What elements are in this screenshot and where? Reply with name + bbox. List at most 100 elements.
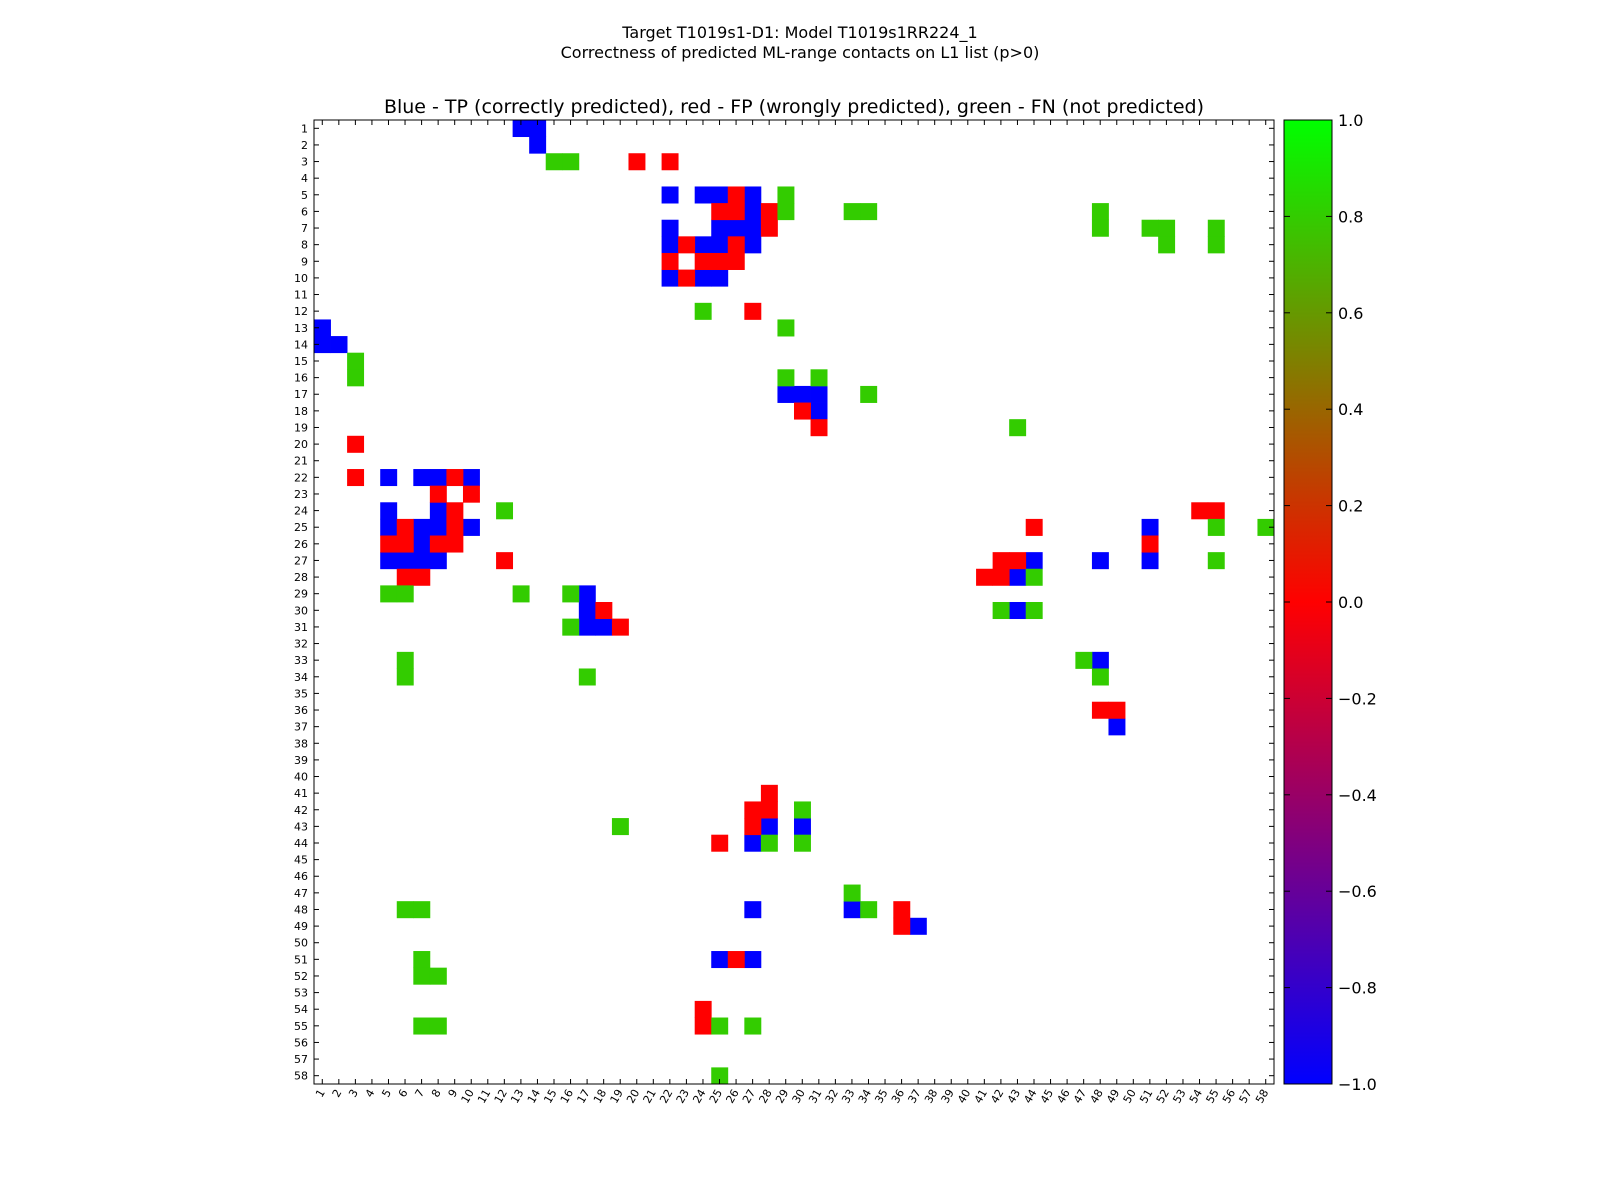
cell-fn-33-6	[396, 651, 414, 669]
cell-fp-9-24	[694, 252, 712, 270]
x-tick-label: 32	[823, 1087, 841, 1106]
x-tick-label: 49	[1104, 1087, 1122, 1106]
cell-fn-25-58	[1257, 518, 1275, 536]
colorbar-tick-label: −0.8	[1338, 979, 1377, 998]
figure-title-line-2: Correctness of predicted ML-range contac…	[561, 43, 1040, 62]
colorbar-tick-label: 0.4	[1338, 400, 1363, 419]
cell-fp-20-3	[347, 435, 365, 453]
x-tick-label: 55	[1203, 1087, 1221, 1106]
cell-tp-6-27	[744, 203, 762, 221]
y-tick-label: 16	[294, 372, 308, 385]
colorbar-axis: 1.0 0.8 0.6 0.4 0.2 0.0 −0.2 −0.4 −0.6 −0.8 −1.0	[1284, 111, 1377, 1094]
cell-fp-36-48	[1091, 701, 1109, 719]
x-tick-label: 14	[525, 1087, 543, 1106]
cell-tp-18-31	[810, 402, 828, 420]
cell-tp-8-22	[661, 236, 679, 254]
y-tick-label: 28	[294, 571, 308, 584]
y-tick-label: 32	[294, 638, 308, 651]
heatmap-cells	[314, 120, 1275, 1085]
cell-fp-48-36	[893, 901, 911, 919]
y-tick-label: 22	[294, 471, 308, 484]
cell-fn-55-7	[413, 1017, 431, 1035]
cell-fp-23-10	[462, 485, 480, 503]
x-tick-label: 33	[839, 1087, 857, 1106]
y-tick-label: 1	[301, 122, 308, 135]
cell-fp-44-25	[711, 834, 729, 852]
cell-fp-31-19	[611, 618, 629, 636]
cell-fn-12-24	[694, 302, 712, 320]
cell-fp-24-9	[446, 502, 464, 520]
y-tick-label: 58	[294, 1070, 308, 1083]
cell-tp-25-5	[380, 518, 398, 536]
y-tick-label: 14	[294, 338, 308, 351]
y-tick-label: 41	[294, 787, 308, 800]
cell-fn-48-7	[413, 901, 431, 919]
cell-tp-14-1	[314, 336, 331, 354]
cell-tp-8-25	[711, 236, 729, 254]
cell-fn-16-29	[777, 369, 795, 387]
cell-fp-8-23	[678, 236, 696, 254]
cell-fn-7-48	[1091, 219, 1109, 237]
y-tick-label: 37	[294, 721, 308, 734]
cell-tp-10-25	[711, 269, 729, 287]
cell-fn-29-5	[380, 585, 398, 603]
cell-fp-28-6	[396, 568, 414, 586]
x-tick-label: 34	[856, 1087, 874, 1106]
x-tick-label: 47	[1071, 1087, 1089, 1106]
y-tick-label: 38	[294, 737, 308, 750]
x-tick-label: 48	[1088, 1087, 1106, 1106]
cell-tp-27-5	[380, 552, 398, 570]
x-tick-label: 41	[972, 1087, 990, 1106]
y-tick-label: 13	[294, 322, 308, 335]
cell-tp-25-51	[1141, 518, 1159, 536]
figure-title-line-1: Target T1019s1-D1: Model T1019s1RR224_1	[621, 23, 977, 43]
cell-fp-26-8	[429, 535, 447, 553]
y-tick-label: 53	[294, 987, 308, 1000]
y-tick-label: 11	[294, 289, 308, 302]
cell-tp-29-17	[578, 585, 596, 603]
y-tick-label: 48	[294, 903, 308, 916]
y-tick-label: 39	[294, 754, 308, 767]
cell-tp-27-44	[1025, 552, 1043, 570]
cell-fn-8-52	[1158, 236, 1176, 254]
cell-tp-17-31	[810, 385, 828, 403]
cell-fp-49-36	[893, 917, 911, 935]
x-tick-label: 5	[379, 1087, 394, 1100]
cell-tp-17-29	[777, 385, 795, 403]
cell-fp-36-49	[1108, 701, 1126, 719]
cell-fn-29-16	[562, 585, 580, 603]
cell-fp-8-26	[727, 236, 745, 254]
cell-fp-28-7	[413, 568, 431, 586]
x-tick-label: 9	[446, 1087, 461, 1100]
cell-tp-30-43	[1009, 602, 1027, 620]
cell-tp-43-30	[794, 818, 811, 836]
x-tick-label: 36	[889, 1087, 907, 1106]
colorbar	[1283, 119, 1333, 1085]
y-tick-label: 27	[294, 554, 308, 567]
cell-tp-13-1	[314, 319, 331, 337]
y-tick-label: 10	[294, 272, 308, 285]
cell-tp-31-17	[578, 618, 596, 636]
x-tick-label: 20	[624, 1087, 642, 1106]
cell-fn-31-16	[562, 618, 580, 636]
x-tick-label: 8	[429, 1087, 444, 1100]
cell-tp-33-48	[1091, 651, 1109, 669]
cell-tp-43-28	[760, 818, 778, 836]
cell-fn-52-8	[429, 967, 447, 985]
x-tick-label: 52	[1154, 1087, 1172, 1106]
y-tick-label: 26	[294, 538, 308, 551]
x-tick-label: 39	[939, 1087, 957, 1106]
cell-tp-48-33	[843, 901, 861, 919]
cell-fn-13-29	[777, 319, 795, 337]
cell-fp-12-27	[744, 302, 762, 320]
cell-fp-54-24	[694, 1000, 712, 1018]
cell-fp-9-26	[727, 252, 745, 270]
cell-fn-3-15	[545, 153, 563, 171]
cell-tp-24-5	[380, 502, 398, 520]
cell-fp-19-31	[810, 419, 828, 437]
x-tick-label: 18	[591, 1087, 609, 1106]
colorbar-tick-label: −0.2	[1338, 689, 1377, 708]
cell-fn-55-27	[744, 1017, 762, 1035]
cell-tp-51-25	[711, 951, 729, 969]
x-tick-label: 35	[872, 1087, 890, 1106]
